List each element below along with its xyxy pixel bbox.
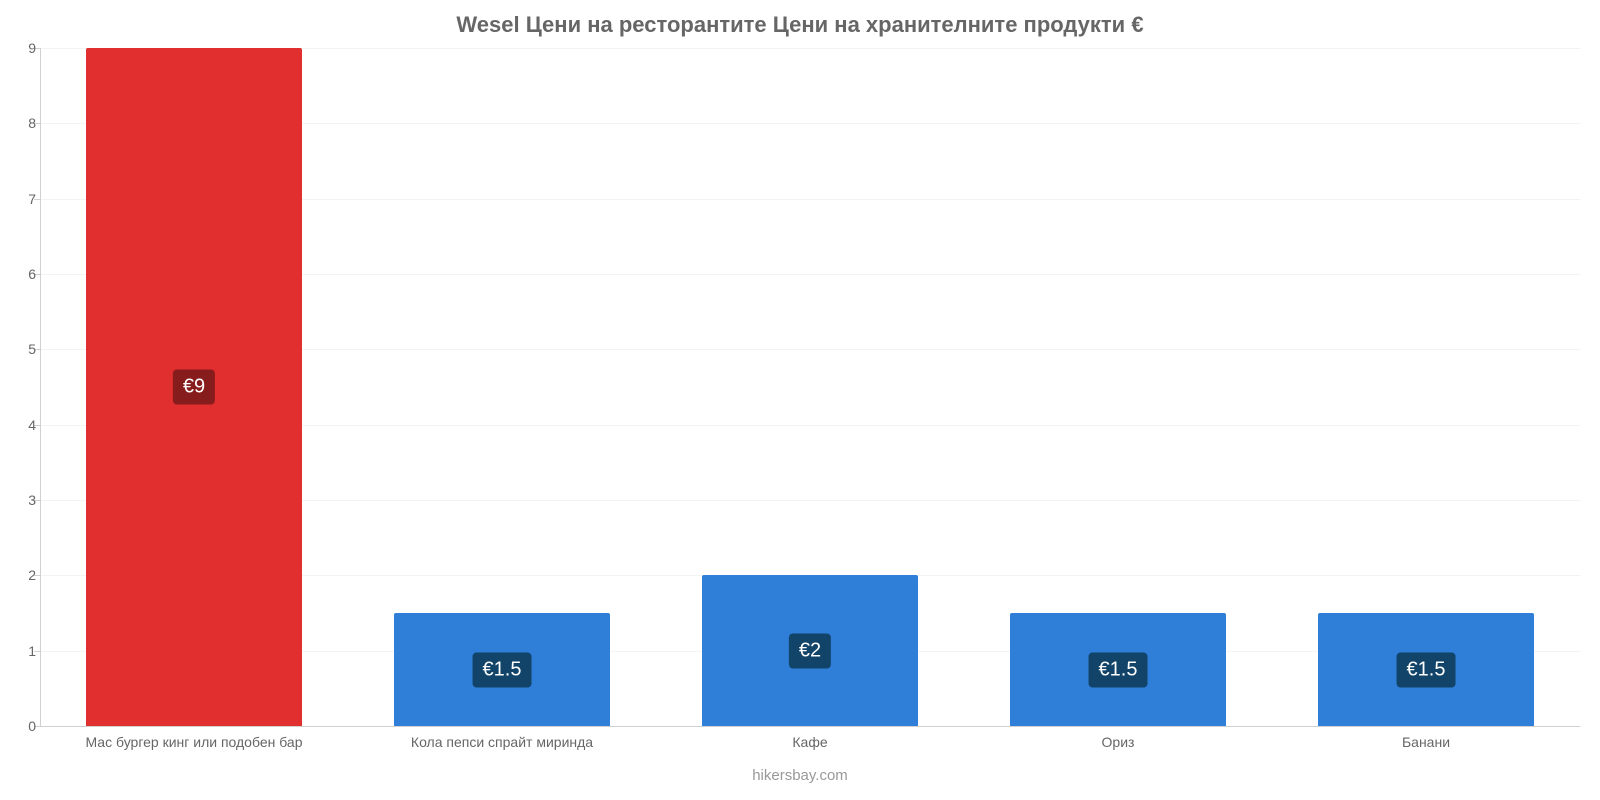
x-tick-label: Ориз <box>1102 734 1135 750</box>
y-tick-label: 0 <box>6 718 36 734</box>
y-axis <box>40 48 41 726</box>
y-tick-label: 5 <box>6 341 36 357</box>
chart-subtitle: hikersbay.com <box>0 767 1600 784</box>
bar-value-label: €1.5 <box>1397 652 1456 687</box>
bar-value-label: €2 <box>789 633 831 668</box>
x-tick-label: Мас бургер кинг или подобен бар <box>85 734 302 750</box>
y-tick-label: 4 <box>6 417 36 433</box>
chart-title: Wesel Цени на ресторантите Цени на храни… <box>0 0 1600 38</box>
y-tick-label: 8 <box>6 115 36 131</box>
plot-area: 0123456789€9Мас бургер кинг или подобен … <box>40 48 1580 726</box>
y-tick-label: 2 <box>6 567 36 583</box>
y-tick-label: 1 <box>6 643 36 659</box>
bar-value-label: €1.5 <box>1089 652 1148 687</box>
x-tick-label: Кола пепси спрайт миринда <box>411 734 593 750</box>
x-axis <box>40 726 1580 727</box>
y-tick-label: 9 <box>6 40 36 56</box>
x-tick-label: Кафе <box>792 734 827 750</box>
y-tick-label: 7 <box>6 191 36 207</box>
y-tick-label: 6 <box>6 266 36 282</box>
bar-chart: Wesel Цени на ресторантите Цени на храни… <box>0 0 1600 800</box>
bar-value-label: €1.5 <box>473 652 532 687</box>
x-tick-label: Банани <box>1402 734 1450 750</box>
bar-value-label: €9 <box>173 370 215 405</box>
y-tick-label: 3 <box>6 492 36 508</box>
